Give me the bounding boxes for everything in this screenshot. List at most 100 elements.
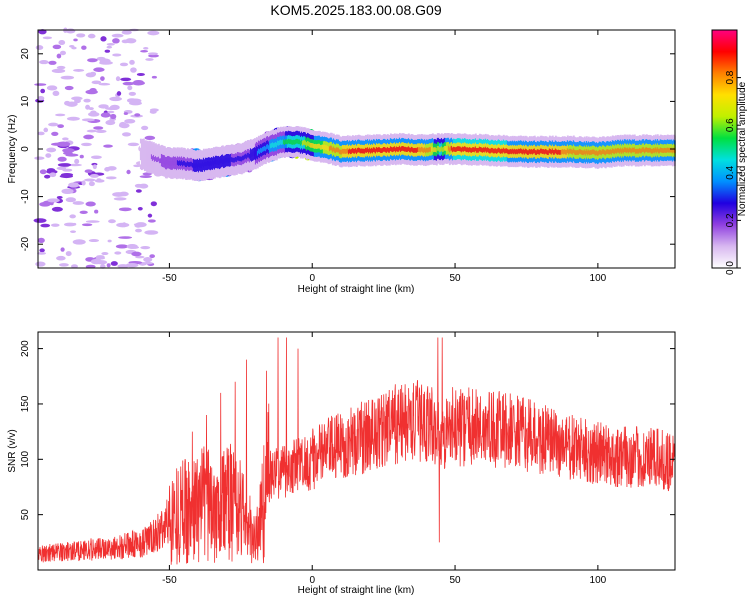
spectrogram-trace-cell bbox=[157, 156, 160, 162]
spectrogram-trace-cell bbox=[565, 149, 568, 155]
spectrogram-trace-cell bbox=[324, 145, 327, 150]
spectrogram-trace-cell bbox=[158, 158, 161, 164]
spectrogram-noise-blob bbox=[107, 239, 112, 243]
spectrogram-trace-cell bbox=[637, 148, 640, 154]
spectrogram-trace-cell bbox=[383, 146, 386, 152]
spectrogram-trace-cell bbox=[426, 147, 429, 153]
spectrogram-trace-cell bbox=[474, 146, 477, 152]
spectrogram-noise-blob bbox=[64, 85, 74, 91]
spectrogram-trace-cell bbox=[327, 146, 330, 152]
spectrogram-trace-cell bbox=[477, 147, 480, 153]
spectrogram-trace-cell bbox=[460, 147, 463, 153]
spectrogram-trace-cell bbox=[347, 149, 350, 155]
spectrogram-trace-cell bbox=[615, 149, 618, 154]
spectrogram-noise-blob bbox=[46, 147, 57, 153]
spectrogram-trace-cell bbox=[332, 146, 335, 152]
spectrogram-trace-cell bbox=[330, 145, 333, 151]
spectrogram-trace-cell bbox=[535, 150, 538, 156]
spectrogram-noise-blob bbox=[39, 201, 51, 207]
spectrogram-noise-blob bbox=[59, 50, 67, 56]
spectrogram-trace-cell bbox=[632, 147, 635, 153]
spectrogram-trace-cell bbox=[199, 163, 202, 168]
spectrogram-trace-cell bbox=[288, 139, 291, 144]
spectrogram-noise-blob bbox=[40, 88, 46, 94]
spectrogram-trace-cell bbox=[246, 152, 249, 158]
spectrogram-noise-blob bbox=[52, 90, 60, 97]
spectrogram-trace-cell bbox=[334, 148, 337, 154]
spectrogram-trace-cell bbox=[400, 146, 403, 152]
spectrogram-trace-cell bbox=[281, 139, 284, 145]
spectrogram-trace-cell bbox=[484, 146, 487, 152]
spectrogram-noise-blob bbox=[74, 158, 80, 165]
spectrogram-trace-cell bbox=[402, 146, 405, 151]
colorbar-tick-label: 0.8 bbox=[725, 70, 736, 84]
spectrogram-noise-blob bbox=[83, 98, 91, 103]
spectrogram-trace-cell bbox=[176, 160, 179, 165]
spectrogram-trace-cell bbox=[630, 148, 633, 154]
spectrogram-trace-cell bbox=[293, 139, 296, 145]
spectrogram-trace-cell bbox=[429, 147, 432, 152]
spectrogram-noise-blobs bbox=[33, 27, 160, 269]
spectrogram-trace-cell bbox=[248, 153, 251, 159]
spectrogram-trace-cell bbox=[504, 148, 507, 154]
spectrogram-trace-cell bbox=[528, 148, 531, 154]
spectrogram-noise-blob bbox=[37, 252, 47, 255]
spectrogram-trace-cell bbox=[433, 147, 436, 152]
spectrogram-trace-cell bbox=[580, 149, 583, 155]
spectrogram-trace-cell bbox=[297, 139, 300, 145]
spectrogram-noise-blob bbox=[145, 58, 154, 61]
spectrogram-noise-blob bbox=[114, 251, 122, 255]
spectrogram-noise-blob bbox=[65, 251, 72, 257]
colorbar-tick-label: 0.6 bbox=[725, 118, 736, 132]
spectrogram-noise-blob bbox=[106, 263, 111, 268]
spectrogram-trace-cell bbox=[655, 148, 658, 154]
snr-series-line bbox=[38, 337, 675, 565]
spectrogram-trace-cell bbox=[419, 147, 422, 153]
spectrogram-noise-blob bbox=[122, 81, 135, 86]
spectrogram-trace-cell bbox=[589, 150, 592, 155]
spectrogram-y-tick-label: 10 bbox=[20, 95, 31, 107]
spectrogram-noise-blob bbox=[50, 223, 60, 227]
spectrogram-trace-cell bbox=[586, 150, 589, 156]
spectrogram-noise-blob bbox=[90, 258, 103, 265]
spectrogram-trace-cell bbox=[540, 148, 543, 154]
spectrogram-noise-blob bbox=[120, 77, 132, 82]
spectrogram-noise-blob bbox=[63, 222, 76, 227]
spectrogram-noise-blob bbox=[123, 112, 129, 116]
spectrogram-noise-blob bbox=[51, 68, 66, 74]
snr-x-tick-label: -50 bbox=[162, 575, 177, 586]
snr-y-label: SNR (v/v) bbox=[7, 429, 18, 472]
spectrogram-trace-cell bbox=[606, 149, 609, 154]
spectrogram-trace-cell bbox=[454, 147, 457, 153]
spectrogram-trace-cell bbox=[290, 139, 293, 145]
spectrogram-trace-cell bbox=[642, 147, 645, 152]
spectrogram-trace-cell bbox=[197, 163, 200, 169]
spectrogram-trace-cell bbox=[221, 158, 224, 164]
spectrogram-trace-cell bbox=[299, 140, 302, 146]
spectrogram-trace-cell bbox=[485, 148, 488, 153]
spectrogram-trace-cell bbox=[467, 147, 470, 153]
spectrogram-trace-cell bbox=[193, 163, 196, 169]
spectrogram-noise-blob bbox=[126, 169, 131, 175]
spectrogram-noise-blob bbox=[140, 245, 151, 250]
spectrogram-noise-blob bbox=[104, 49, 111, 53]
spectrogram-noise-blob bbox=[57, 156, 67, 162]
spectrogram-trace-cell bbox=[609, 149, 612, 154]
spectrogram-trace-cell bbox=[153, 156, 156, 162]
spectrogram-noise-blob bbox=[39, 248, 45, 253]
figure-title: KOM5.2025.183.00.08.G09 bbox=[270, 2, 441, 18]
spectrogram-trace-cell bbox=[325, 145, 328, 150]
spectrogram-noise-blob bbox=[72, 239, 86, 245]
spectrogram-trace-cell bbox=[607, 149, 610, 155]
snr-x-tick-label: 0 bbox=[309, 575, 315, 586]
spectrogram-trace-cell bbox=[534, 150, 537, 155]
spectrogram-noise-blob bbox=[49, 201, 54, 206]
spectrogram-trace-cell bbox=[600, 150, 603, 156]
spectrogram-trace-cell bbox=[258, 149, 261, 155]
spectrogram-trace-cell bbox=[275, 142, 278, 148]
spectrogram-noise-blob bbox=[35, 261, 46, 267]
spectrogram-trace-cell bbox=[259, 147, 262, 153]
snr-y-tick-label: 50 bbox=[20, 509, 31, 521]
snr-x-ticks: -50 0 50 100 bbox=[162, 332, 607, 586]
spectrogram-trace-cell bbox=[235, 157, 238, 163]
